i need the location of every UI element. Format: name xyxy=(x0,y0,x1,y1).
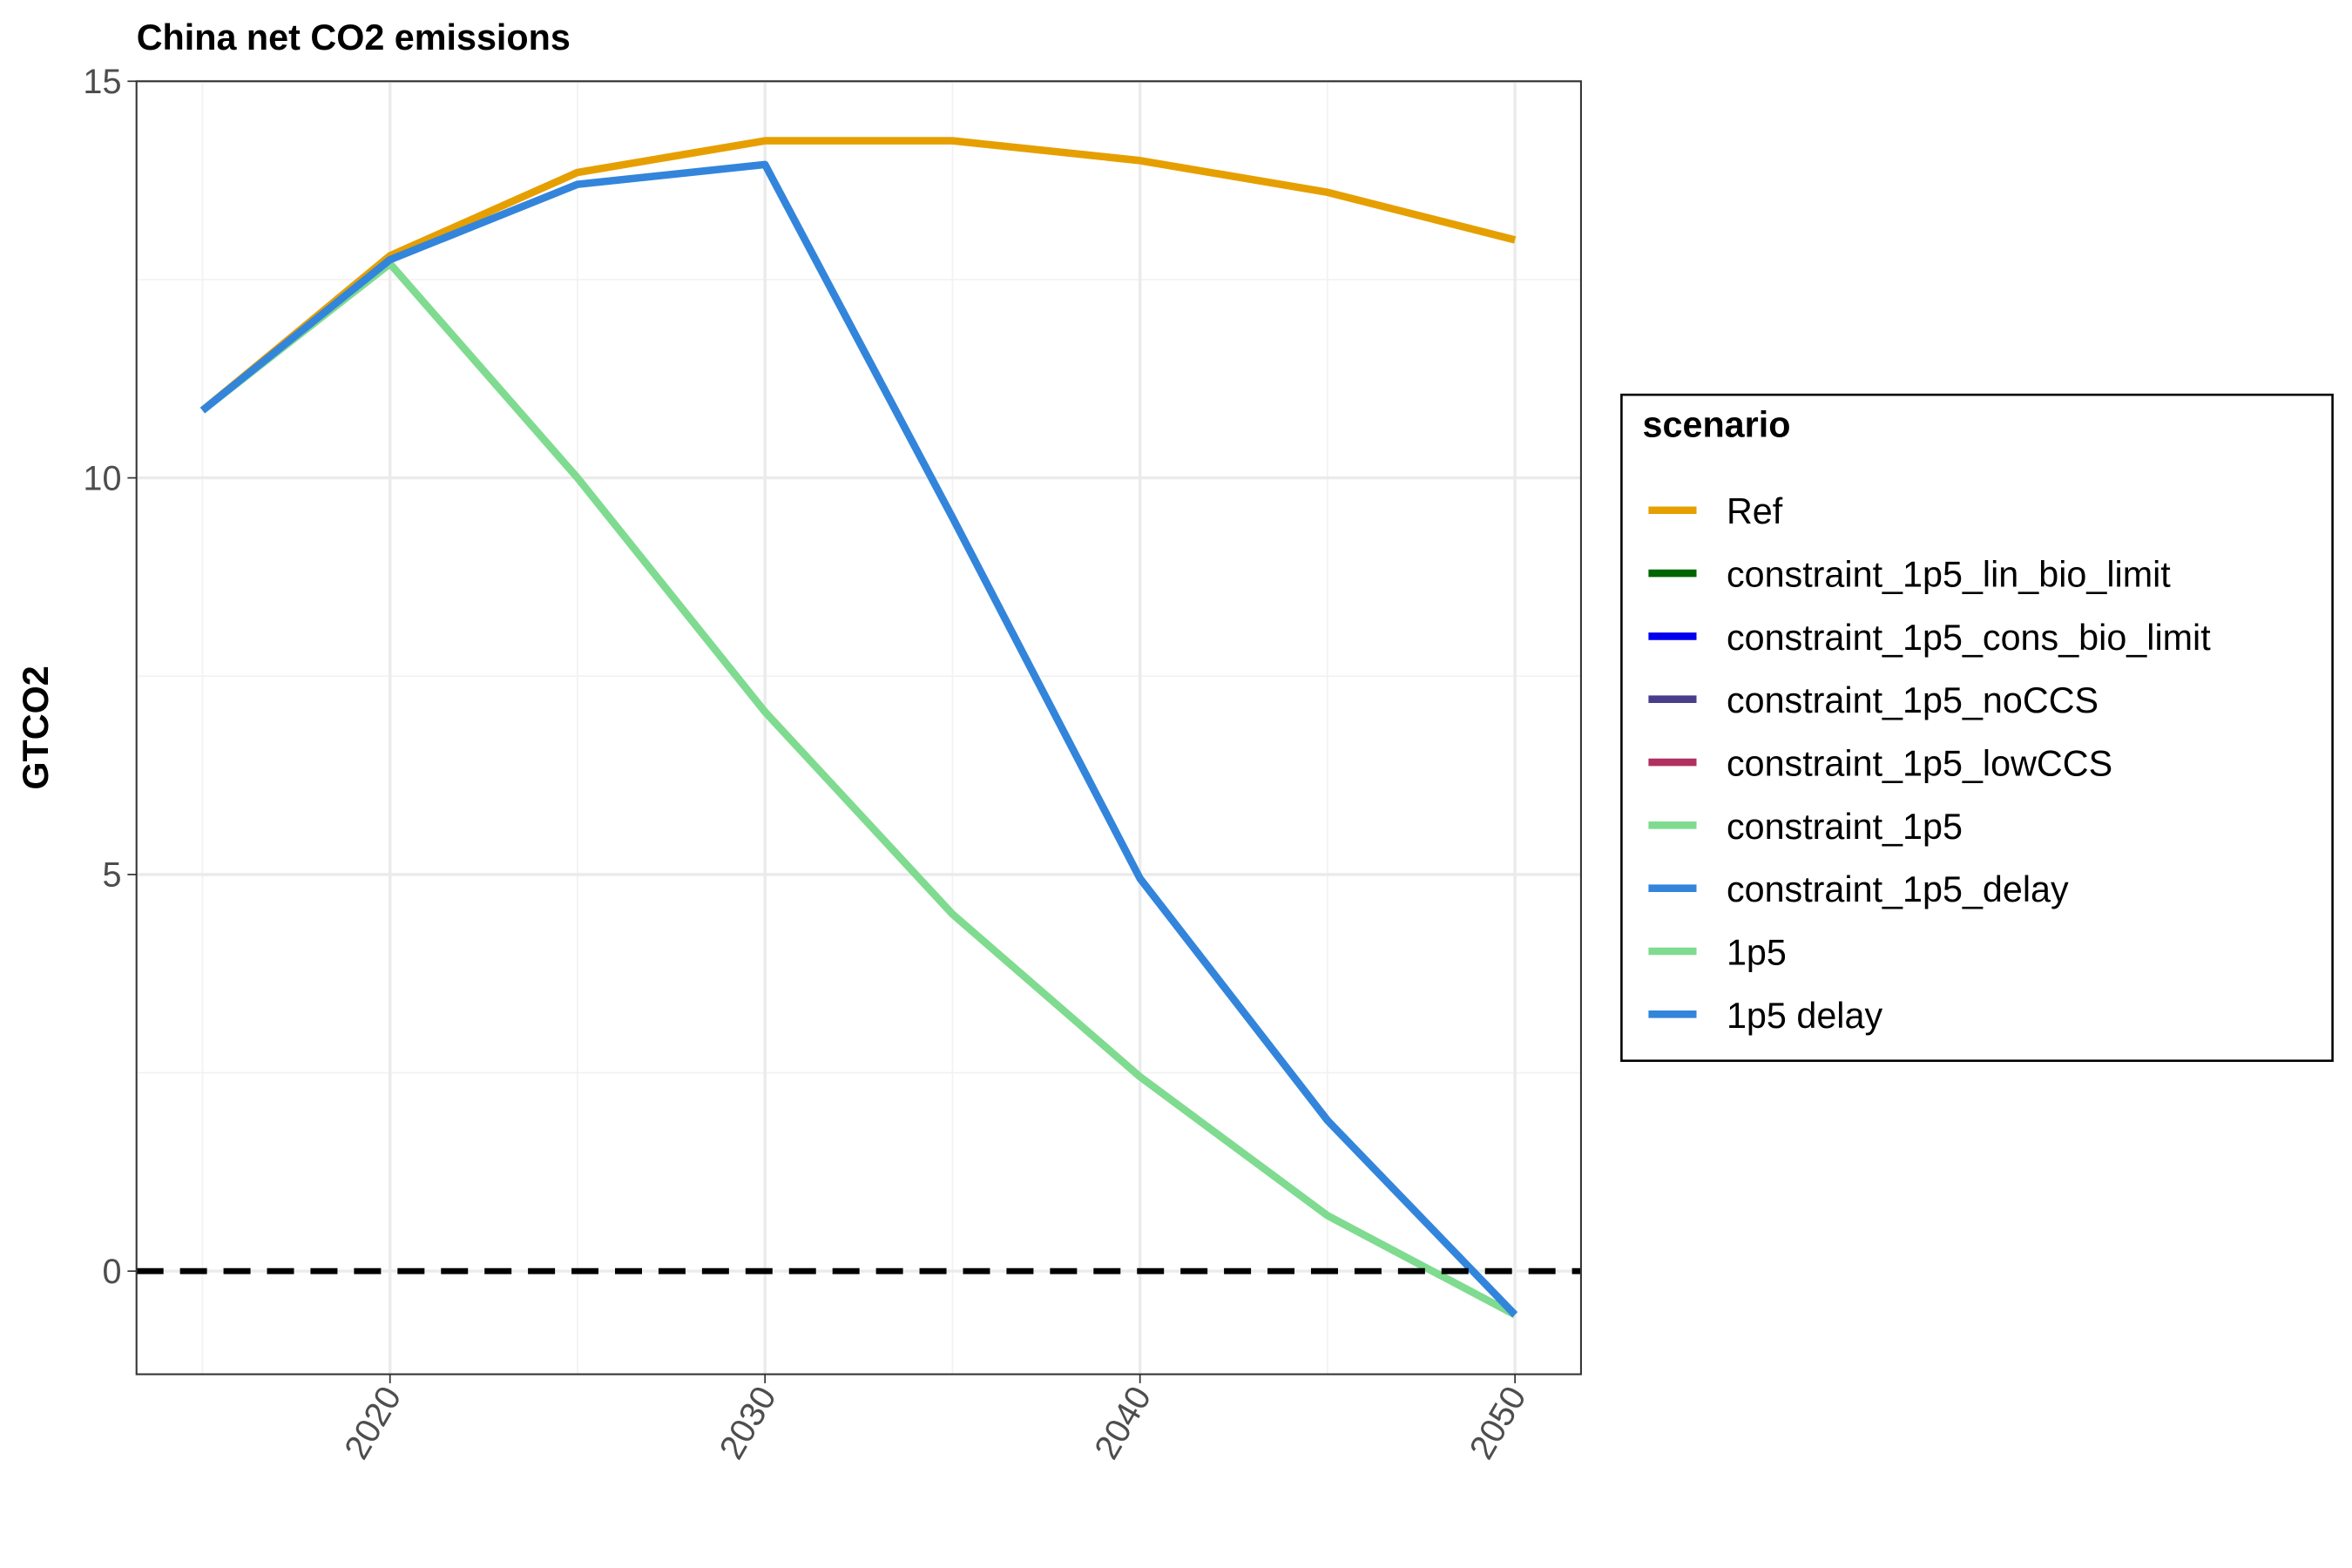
legend-label: Ref xyxy=(1727,491,1783,531)
series-line xyxy=(199,260,1517,1319)
chart-title: China net CO2 emissions xyxy=(137,17,571,57)
y-tick-label: 10 xyxy=(83,459,121,497)
legend-label: constraint_1p5_noCCS xyxy=(1727,680,2099,720)
legend: scenario Ref constraint_1p5_lin_bio_limitc… xyxy=(1620,393,2334,1062)
legend-label: constraint_1p5_lowCCS xyxy=(1727,744,2112,784)
legend-label: constraint_1p5_cons_bio_limit xyxy=(1727,618,2211,658)
legend-label: 1p5 delay xyxy=(1727,996,1883,1036)
legend-label: constraint_1p5 xyxy=(1727,807,1963,847)
y-axis-label: GTCO2 xyxy=(16,666,56,789)
legend-box xyxy=(1620,393,2334,1062)
legend-label: 1p5 xyxy=(1727,932,1787,972)
legend-title: scenario xyxy=(1643,404,1791,444)
series-line xyxy=(199,160,1518,1318)
y-tick-label: 15 xyxy=(83,63,121,101)
y-tick-label: 0 xyxy=(102,1253,121,1291)
y-tick-label: 5 xyxy=(102,856,121,895)
legend-label: constraint_1p5_delay xyxy=(1727,869,2069,909)
legend-label: constraint_1p5_lin_bio_limit xyxy=(1727,555,2171,595)
series-line xyxy=(199,137,1517,414)
plot-border xyxy=(135,80,1582,1375)
